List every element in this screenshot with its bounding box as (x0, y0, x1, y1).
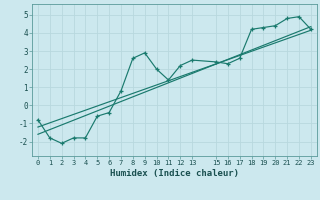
X-axis label: Humidex (Indice chaleur): Humidex (Indice chaleur) (110, 169, 239, 178)
